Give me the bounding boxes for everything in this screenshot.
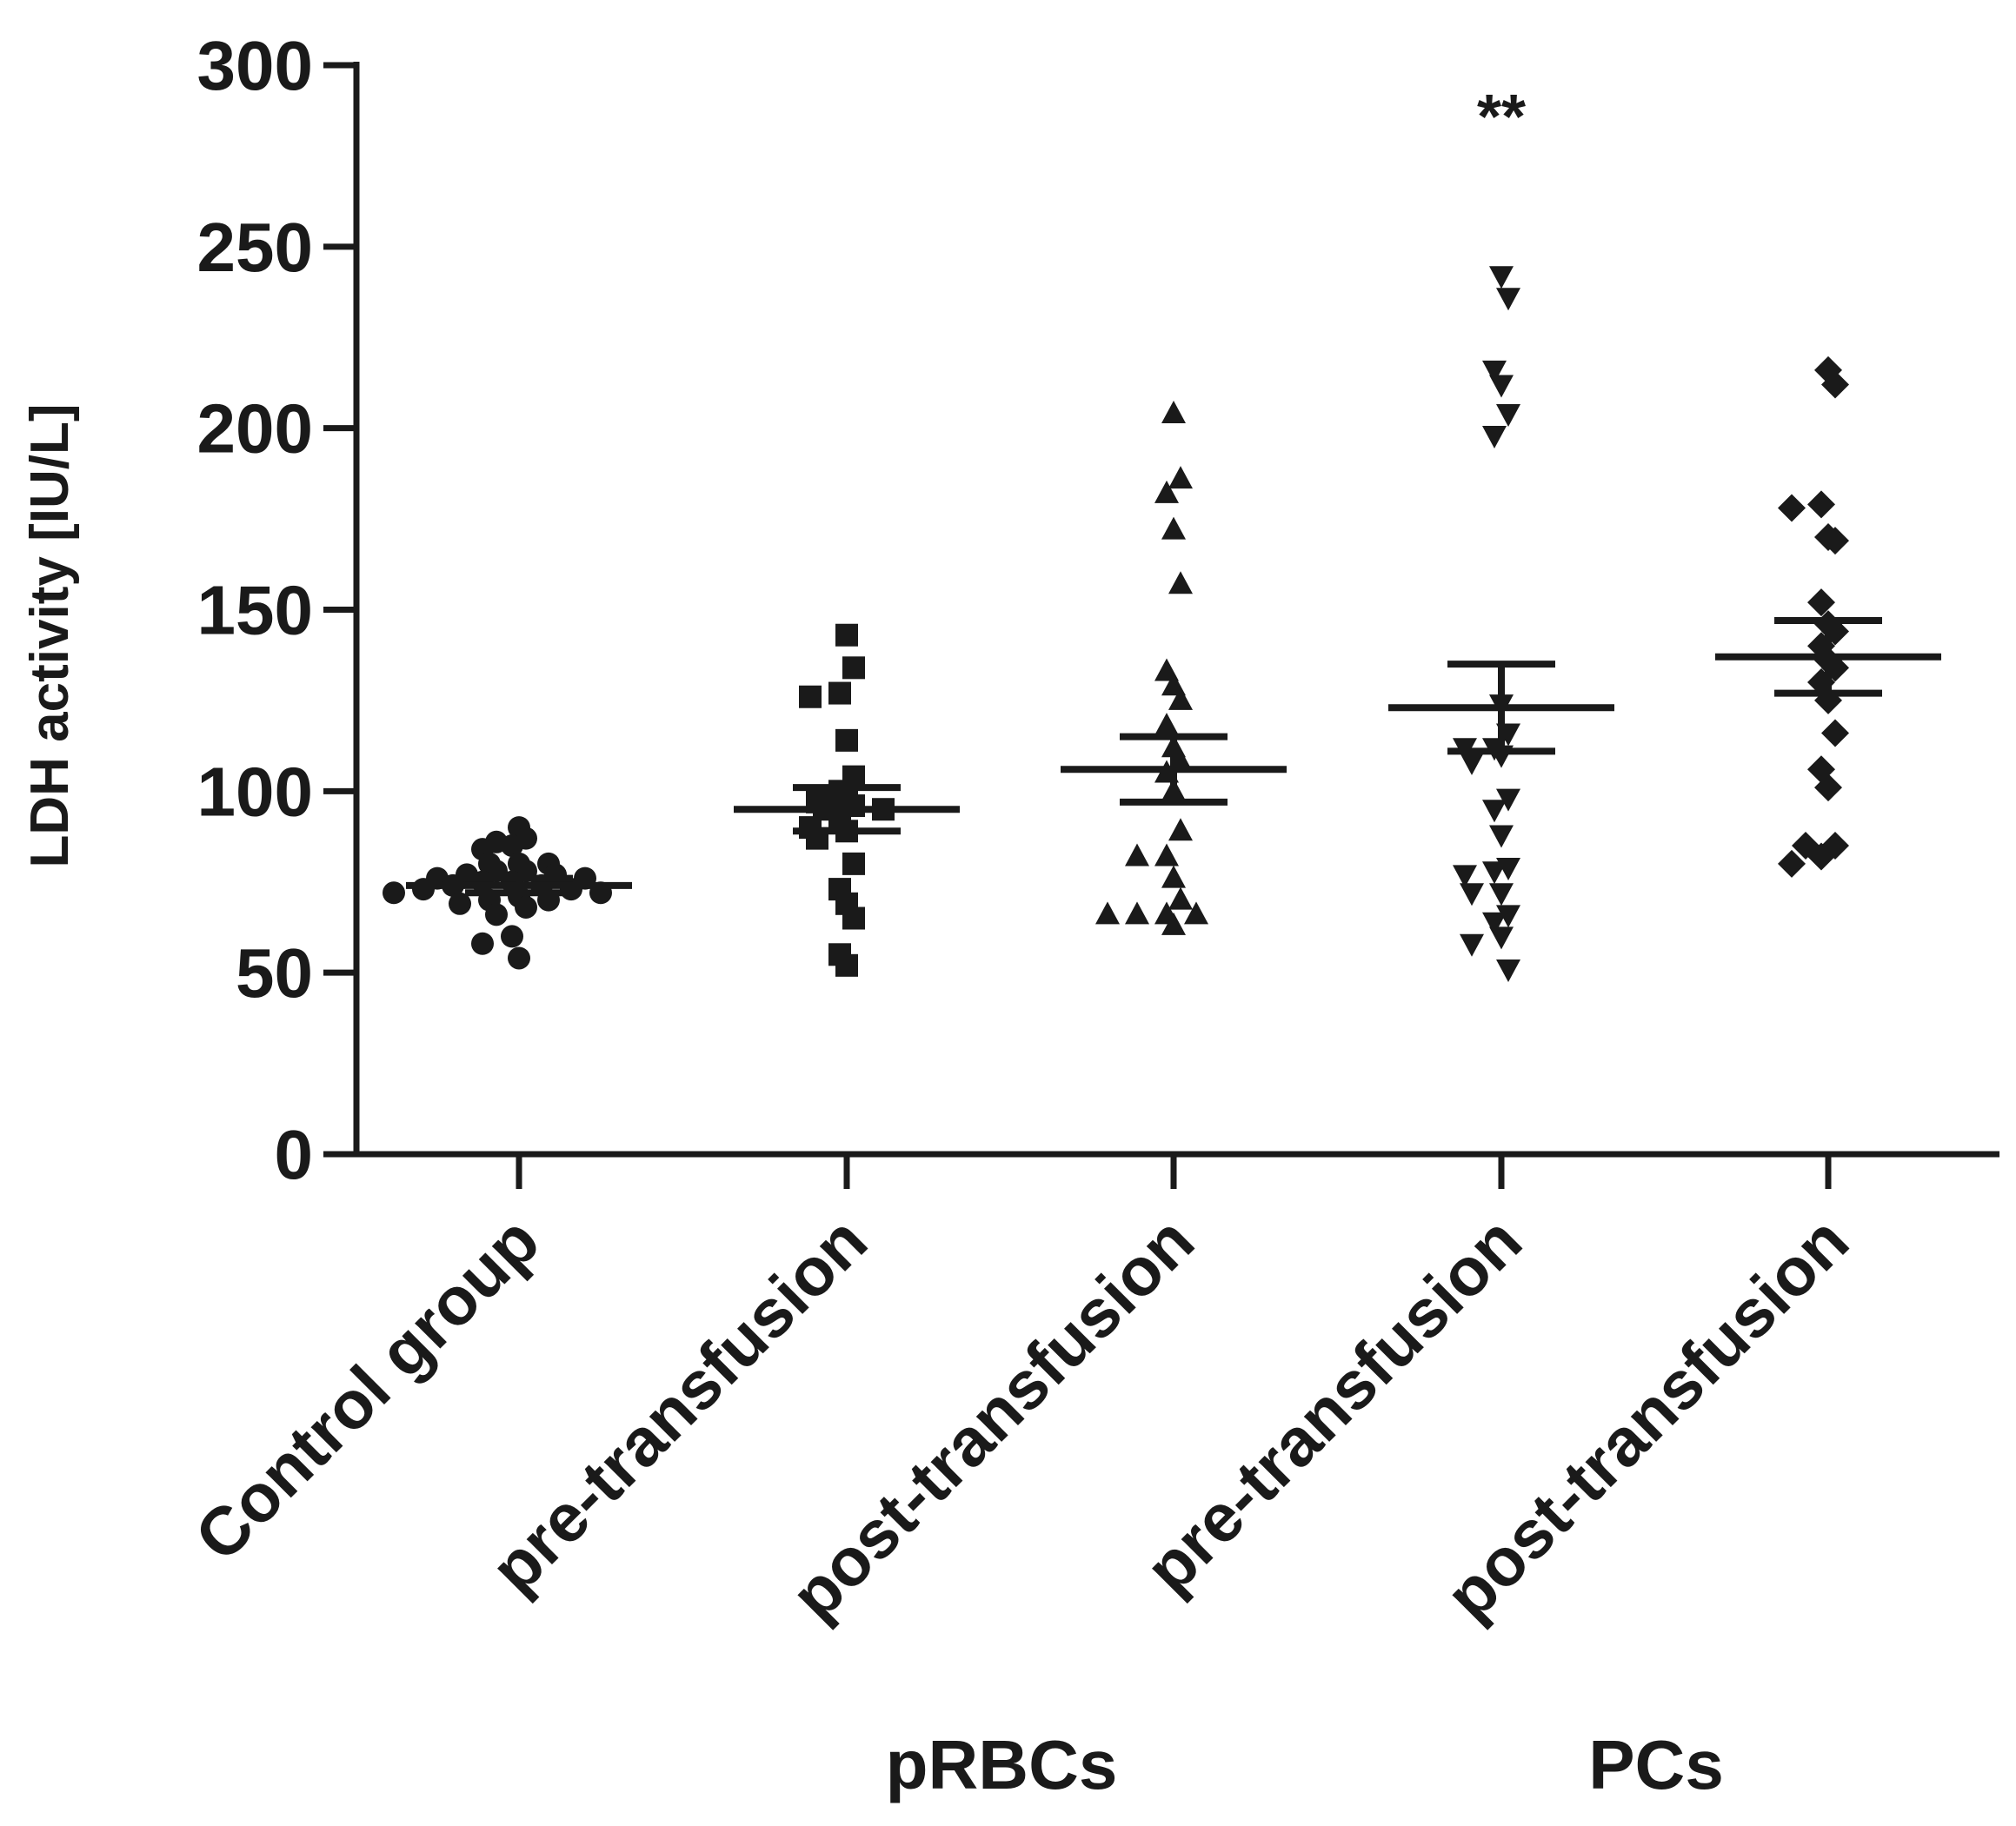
data-point-3 [1125,843,1149,867]
data-point-1 [412,878,435,901]
data-point-5 [1807,490,1835,519]
data-point-3 [1184,901,1208,925]
data-point-1 [501,925,523,948]
data-point-4 [1453,865,1477,888]
data-point-5 [1821,719,1849,747]
y-axis-title: LDH activity [IU/L] [20,404,80,868]
data-point-4 [1496,288,1520,311]
mean-sem-bars [406,617,1941,897]
data-point-4 [1496,959,1520,982]
y-tick-label: 250 [197,209,313,286]
data-point-4 [1496,905,1520,928]
data-point-3 [1161,400,1186,423]
data-point-3 [1168,466,1193,489]
y-tick-label: 50 [236,934,313,1012]
data-point-3 [1125,901,1149,925]
data-point-2 [828,681,851,705]
data-point-4 [1496,788,1520,812]
data-point-3 [1168,886,1193,910]
data-point-3 [1168,571,1193,594]
group-label-pcs: PCs [1588,1726,1724,1803]
data-point-4 [1489,883,1514,906]
y-tick-label: 150 [197,572,313,649]
group-label-prbcs: pRBCs [886,1726,1118,1803]
x-category-label: Control group [180,1202,554,1576]
data-point-3 [1161,912,1186,935]
data-point-3 [1154,480,1179,503]
data-point-1 [501,833,523,857]
data-point-1 [383,881,405,905]
significance-annotation: ** [1477,83,1526,152]
data-point-5 [1778,849,1806,878]
data-point-2 [835,623,858,647]
data-point-1 [471,932,494,955]
data-point-2 [799,685,822,708]
data-point-3 [1168,687,1193,710]
y-ticks: 0 50 100 150 200 250 300 [197,27,356,1193]
data-point-2 [835,728,858,752]
data-point-5 [1821,370,1849,399]
data-point-4 [1489,266,1514,289]
y-tick-label: 200 [197,390,313,468]
data-point-4 [1482,360,1507,383]
data-point-3 [1154,713,1179,736]
data-point-4 [1482,426,1507,449]
data-point-4 [1496,403,1520,427]
data-point-4 [1489,926,1514,950]
data-point-4 [1489,825,1514,848]
data-point-4 [1482,912,1507,935]
data-point-3 [1161,516,1186,540]
data-point-3 [1168,818,1193,841]
data-point-4 [1489,375,1514,398]
data-point-1 [515,895,537,919]
data-point-2 [842,906,865,930]
data-points [383,266,1849,982]
y-tick-label: 0 [275,1116,314,1193]
data-point-3 [1161,865,1186,888]
data-point-2 [842,656,865,680]
data-point-1 [449,892,471,915]
data-point-4 [1482,861,1507,885]
data-point-2 [835,953,858,977]
data-point-4 [1482,800,1507,823]
data-point-3 [1154,843,1179,867]
data-point-2 [842,852,865,875]
data-point-5 [1814,774,1842,802]
data-point-3 [1095,901,1120,925]
data-point-4 [1460,752,1484,775]
axes [353,62,1999,1158]
data-point-5 [1778,494,1806,522]
y-tick-label: 300 [197,27,313,104]
data-point-5 [1807,842,1835,871]
data-point-4 [1460,933,1484,957]
data-point-4 [1460,883,1484,906]
data-point-1 [508,946,530,970]
data-point-5 [1821,527,1849,555]
y-tick-label: 100 [197,753,313,830]
data-point-5 [1807,588,1835,617]
data-point-1 [485,903,508,926]
x-ticks [516,1154,1832,1189]
